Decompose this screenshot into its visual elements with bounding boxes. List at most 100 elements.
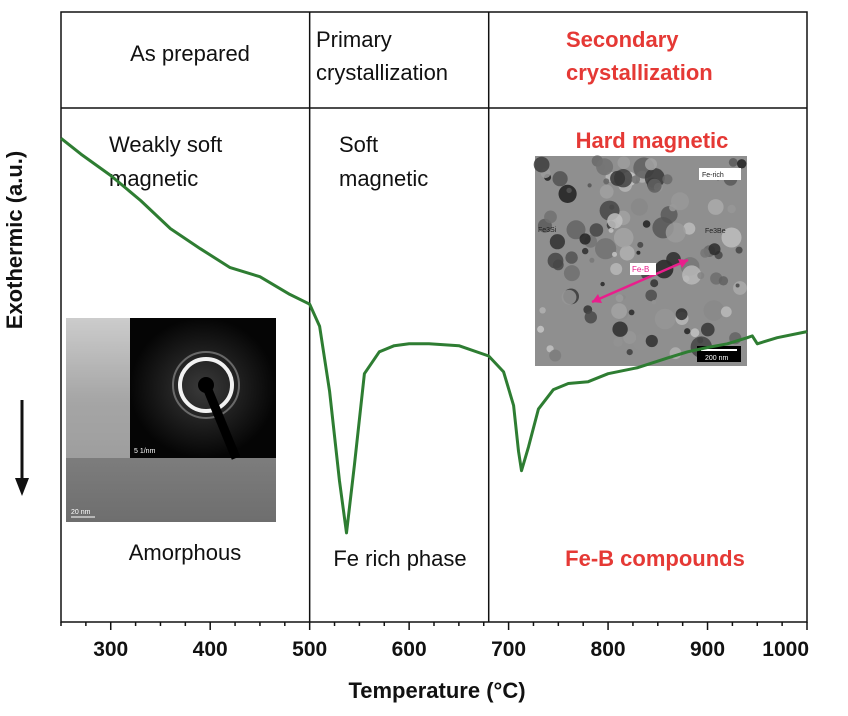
grain <box>537 325 545 333</box>
grain <box>603 178 610 185</box>
grain <box>595 238 617 260</box>
grain <box>707 199 724 215</box>
grain <box>615 294 624 303</box>
grain <box>735 283 740 288</box>
grain <box>539 307 546 314</box>
grain <box>613 227 634 248</box>
grain <box>626 349 633 356</box>
grain <box>682 265 702 285</box>
grain <box>645 158 657 171</box>
dsc-curve <box>60 137 808 535</box>
grain <box>561 289 577 305</box>
grain <box>651 299 657 305</box>
y-axis-label: Exothermic (a.u.) <box>2 151 27 329</box>
grain <box>579 233 591 245</box>
grain <box>683 222 696 235</box>
grain <box>533 156 550 173</box>
region-1-phase: Amorphous <box>129 540 242 565</box>
saed-ring <box>178 357 234 413</box>
grain <box>610 263 623 275</box>
grain <box>549 234 566 250</box>
grain <box>645 334 658 348</box>
grain <box>623 331 637 344</box>
grain <box>611 303 627 319</box>
grain <box>613 337 623 347</box>
grain <box>596 158 614 176</box>
tem-inset-amorphous: 20 nm 5 1/nm <box>66 318 276 522</box>
region-1-magnetic-line1: Weakly soft <box>109 132 222 157</box>
grain <box>612 251 617 257</box>
tem-scale-label: 20 nm <box>71 509 91 516</box>
grain <box>665 222 686 243</box>
grain <box>703 300 725 321</box>
region-1-magnetic-line2: magnetic <box>109 166 198 191</box>
grain <box>558 184 577 203</box>
grain <box>735 246 743 254</box>
grain <box>608 227 614 233</box>
grain <box>549 349 562 362</box>
region-2-magnetic-line1: Soft <box>339 132 378 157</box>
x-tick-label: 600 <box>392 638 427 661</box>
grain <box>737 159 747 169</box>
grain <box>662 174 673 185</box>
region-3-header-line2: crystallization <box>566 60 713 85</box>
grain <box>589 223 604 237</box>
grain <box>599 184 614 199</box>
grain <box>728 158 738 167</box>
grain <box>727 204 736 214</box>
grain <box>631 175 641 184</box>
grain <box>610 170 626 186</box>
grain <box>690 328 700 338</box>
tem-inset-crystallized: Fe-rich Fe3Si Fe3Be Fe-B 200 nm <box>533 155 747 366</box>
grain <box>552 259 564 271</box>
grain <box>632 334 649 351</box>
grain <box>552 171 568 187</box>
region-2-magnetic-line2: magnetic <box>339 166 428 191</box>
grain <box>645 289 657 302</box>
x-tick-label: 500 <box>292 638 327 661</box>
grain <box>544 210 557 224</box>
x-axis-label: Temperature (°C) <box>348 678 525 703</box>
grain <box>619 245 635 261</box>
right-scale-label: 200 nm <box>705 355 729 362</box>
grain <box>650 279 659 288</box>
grain <box>587 183 592 188</box>
x-tick-label: 900 <box>690 638 725 661</box>
grain <box>647 178 662 193</box>
grain <box>721 227 742 248</box>
grain <box>642 220 651 228</box>
x-tick-label: 300 <box>93 638 128 661</box>
grain <box>630 198 649 216</box>
label-fe3be: Fe3Be <box>705 228 726 235</box>
grain <box>617 156 631 169</box>
grain <box>637 241 644 248</box>
grain <box>607 213 623 229</box>
grain <box>566 187 572 194</box>
grain <box>671 192 689 211</box>
region-2-header-line2: crystallization <box>316 60 448 85</box>
grain <box>565 251 578 264</box>
grain <box>612 321 628 337</box>
region-3-phase: Fe-B compounds <box>565 546 745 571</box>
label-fe-rich: Fe-rich <box>702 172 724 179</box>
grain <box>720 306 732 318</box>
grain <box>700 248 710 258</box>
region-2-phase: Fe rich phase <box>333 546 466 571</box>
x-tick-label: 700 <box>491 638 526 661</box>
grain <box>666 251 681 267</box>
label-fe-b: Fe-B <box>632 265 649 274</box>
region-2-header-line1: Primary <box>316 27 392 52</box>
x-tick-label: 1000 <box>762 638 809 661</box>
grain <box>708 243 721 256</box>
grain <box>733 281 747 295</box>
x-tick-label: 400 <box>193 638 228 661</box>
grain <box>600 281 605 287</box>
x-axis: 300 400 500 600 700 800 900 1000 <box>60 622 809 661</box>
grain <box>654 308 676 330</box>
grain <box>584 311 597 324</box>
fe-b-arrow <box>591 258 689 304</box>
grain <box>697 272 705 280</box>
grain <box>701 322 715 337</box>
beam-stopper <box>201 383 241 460</box>
